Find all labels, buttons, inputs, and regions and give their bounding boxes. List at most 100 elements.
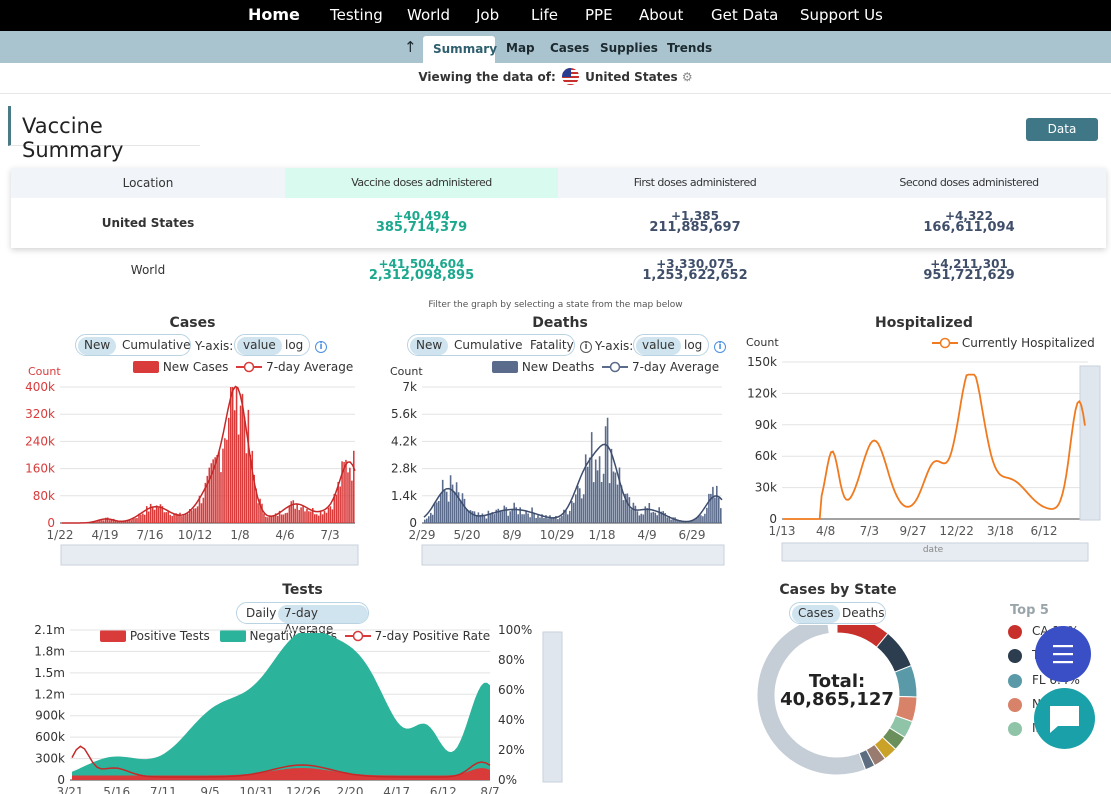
nav-ppe[interactable]: PPE	[585, 6, 613, 24]
deaths-log-toggle[interactable]: log	[684, 338, 703, 352]
row-us-doses: +40,494 385,714,379	[285, 210, 558, 234]
hosp-x-tick: 7/3	[860, 524, 879, 538]
gear-icon[interactable]: ⚙	[681, 70, 693, 84]
deaths-cumulative-toggle[interactable]: Cumulative	[454, 338, 523, 352]
deaths-y-tick: 0	[409, 516, 417, 530]
us-flag-icon	[561, 68, 579, 85]
nav-life[interactable]: Life	[531, 6, 559, 24]
nav-get-data[interactable]: Get Data	[711, 6, 779, 24]
nav-job[interactable]: Job	[476, 6, 500, 24]
hosp-x-tick: 3/18	[987, 524, 1014, 538]
cases-new-toggle[interactable]: New	[78, 337, 117, 355]
us-first-total: 211,885,697	[649, 220, 741, 235]
hosp-vertical-slider[interactable]	[1079, 365, 1101, 521]
cases-x-tick: 4/19	[92, 528, 119, 542]
hosp-chart[interactable]: 150k 120k 90k 60k 30k 0 1/13 4/8 7/3 9/27 12/22 3/…	[740, 350, 1111, 565]
chat-fab[interactable]	[1034, 688, 1095, 749]
deaths-legend-new[interactable]: New Deaths	[521, 360, 595, 374]
tab-trends[interactable]: Trends	[667, 41, 713, 55]
cases-y-tick: 320k	[25, 407, 55, 421]
hosp-y-tick: 90k	[755, 418, 777, 432]
donut-slice[interactable]	[756, 625, 867, 776]
menu-fab[interactable]	[1035, 626, 1091, 682]
row-world-location[interactable]: World	[130, 263, 166, 277]
state-chart-title: Cases by State	[779, 582, 897, 598]
tests-y-tick: 2.1m	[34, 623, 65, 637]
tab-cases[interactable]: Cases	[550, 41, 590, 55]
cases-info-icon[interactable]: i	[315, 341, 327, 353]
deaths-chart[interactable]: 7k 5.6k 4.2k 2.8k 1.4k 0 2/29 5/20 8/9 10/29 1/18…	[370, 375, 740, 570]
donut-total-value: 40,865,127	[780, 689, 894, 710]
deaths-info-icon[interactable]: i	[714, 341, 726, 353]
deaths-x-tick: 8/9	[502, 528, 521, 542]
state-deaths-toggle[interactable]: Deaths	[842, 606, 885, 620]
tests-y2-tick: 40%	[498, 713, 525, 727]
deaths-legend-avg[interactable]: 7-day Average	[632, 360, 720, 374]
tests-chart[interactable]: 2.1m 1.8m 1.5m 1.2m 900k 600k 300k 0 100% 80% 60%…	[0, 620, 570, 794]
tests-x-tick: 4/17	[383, 785, 410, 794]
cases-log-toggle[interactable]: log	[285, 338, 304, 352]
deaths-scale-toggle: value log	[633, 334, 709, 356]
data-source-button[interactable]: Data source	[1026, 118, 1098, 159]
cases-legend-new[interactable]: New Cases	[162, 360, 229, 374]
tab-supplies[interactable]: Supplies	[600, 41, 658, 55]
deaths-bars	[424, 417, 722, 523]
tab-map[interactable]: Map	[506, 41, 535, 55]
cases-y-tick: 80k	[33, 489, 55, 503]
header-doses[interactable]: Vaccine doses administered	[285, 168, 558, 198]
state-donut[interactable]: Total: 40,865,127	[750, 625, 930, 794]
tab-summary[interactable]: Summary	[423, 36, 497, 63]
cases-cumulative-toggle[interactable]: Cumulative	[122, 338, 191, 352]
viewing-prefix: Viewing the data of:	[418, 70, 556, 84]
up-arrow-icon[interactable]: ↑	[404, 38, 417, 56]
cases-value-toggle[interactable]: value	[237, 337, 282, 355]
us-first-delta: +1,385	[670, 209, 719, 223]
fatality-info-icon[interactable]: i	[580, 341, 592, 353]
cases-scale-toggle: value log	[234, 334, 310, 356]
tests-legend-rate[interactable]: 7-day Positive Rate	[374, 629, 491, 643]
tests-x-tick: 2/20	[337, 785, 364, 794]
hosp-legend-label[interactable]: Currently Hospitalized	[961, 336, 1095, 350]
deaths-x-tick: 5/20	[454, 528, 481, 542]
deaths-x-tick: 1/18	[589, 528, 616, 542]
nav-about[interactable]: About	[639, 6, 684, 24]
header-second-doses[interactable]: Second doses administered	[832, 168, 1106, 198]
deaths-value-toggle[interactable]: value	[636, 337, 681, 355]
cases-y-unit: Count	[28, 365, 61, 378]
deaths-fatality-toggle[interactable]: Fatality	[530, 338, 574, 352]
deaths-y-unit: Count	[390, 365, 423, 378]
tests-daily-toggle[interactable]: Daily	[246, 606, 277, 620]
tests-y2-tick: 80%	[498, 653, 525, 667]
viewing-country[interactable]: United States	[585, 70, 678, 84]
hosp-slider[interactable]	[781, 542, 1089, 562]
tests-chart-title: Tests	[282, 582, 323, 598]
avg-line-swatch	[236, 361, 263, 373]
hosp-y-tick: 150k	[747, 355, 777, 369]
deaths-new-toggle[interactable]: New	[410, 337, 449, 355]
world-second-total: 951,721,629	[923, 268, 1015, 283]
deaths-slider[interactable]	[421, 544, 725, 566]
cases-slider[interactable]	[60, 544, 359, 566]
state-cases-toggle[interactable]: Cases	[792, 605, 840, 623]
tests-rate-line	[71, 745, 491, 778]
cases-chart[interactable]: 400k 320k 240k 160k 80k 0 1/22 4/19 7/16 10/12 1/…	[0, 375, 370, 570]
hosp-y-tick: 60k	[755, 449, 777, 463]
tests-y-tick: 1.5m	[34, 666, 65, 680]
negative-swatch	[219, 630, 246, 642]
nav-support-us[interactable]: Support Us	[800, 6, 883, 24]
menu-icon	[1053, 645, 1073, 664]
tests-legend-positive[interactable]: Positive Tests	[129, 629, 210, 643]
nav-testing[interactable]: Testing	[330, 6, 383, 24]
us-doses-total: 385,714,379	[375, 220, 468, 235]
us-doses-delta: +40,494	[393, 209, 450, 223]
cases-x-tick: 7/3	[320, 528, 339, 542]
cases-legend: New Cases 7-day Average	[133, 360, 353, 374]
tests-avg-toggle[interactable]: 7-day Average	[278, 605, 368, 636]
nav-home[interactable]: Home	[248, 5, 300, 24]
header-first-doses[interactable]: First doses administered	[558, 168, 832, 198]
row-us-location[interactable]: United States	[101, 216, 195, 230]
cases-legend-avg[interactable]: 7-day Average	[266, 360, 354, 374]
deaths-y-tick: 2.8k	[391, 462, 417, 476]
tests-vertical-slider[interactable]	[542, 631, 563, 783]
nav-world[interactable]: World	[407, 6, 450, 24]
